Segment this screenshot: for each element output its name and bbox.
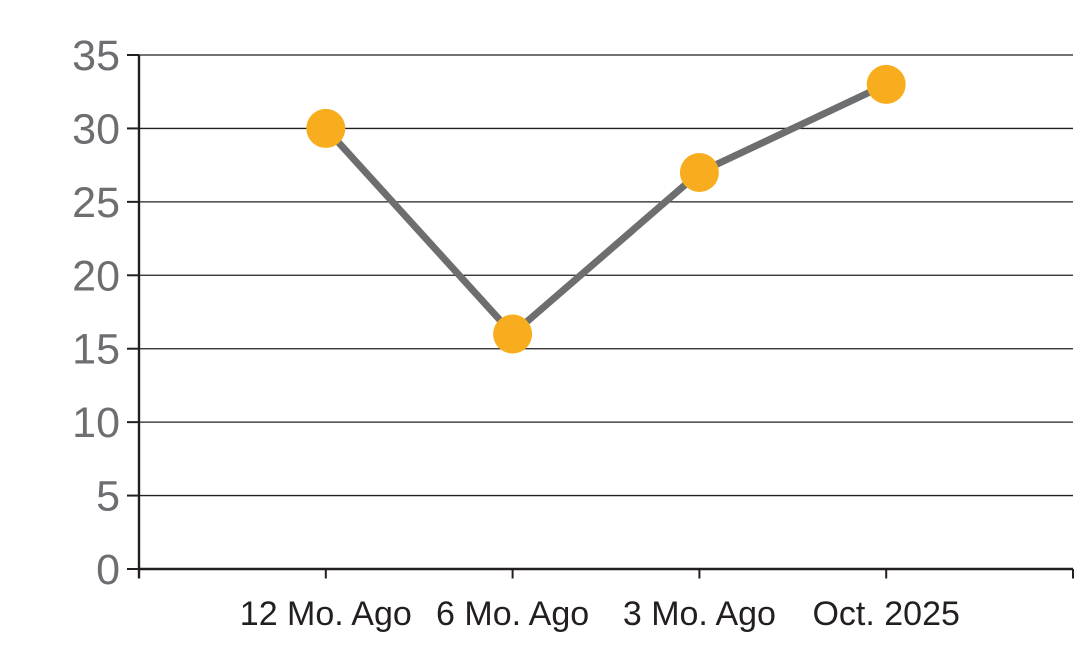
x-axis-label: 12 Mo. Ago [240, 595, 412, 633]
data-point [679, 152, 719, 192]
y-axis-label: 5 [96, 473, 120, 521]
y-axis-label: 30 [72, 105, 120, 153]
y-axis-label: 20 [72, 252, 120, 300]
y-axis-label: 15 [72, 326, 120, 374]
y-axis-label: 0 [96, 546, 120, 594]
x-axis-label: 6 Mo. Ago [436, 595, 589, 633]
y-axis-label: 10 [72, 399, 120, 447]
y-axis-label: 35 [72, 32, 120, 80]
x-axis-label: Oct. 2025 [812, 595, 959, 633]
data-point [306, 108, 346, 148]
x-axis-label: 3 Mo. Ago [623, 595, 776, 633]
data-point [866, 64, 906, 104]
y-axis-label: 25 [72, 179, 120, 227]
data-line [323, 81, 888, 339]
data-point [493, 314, 533, 354]
